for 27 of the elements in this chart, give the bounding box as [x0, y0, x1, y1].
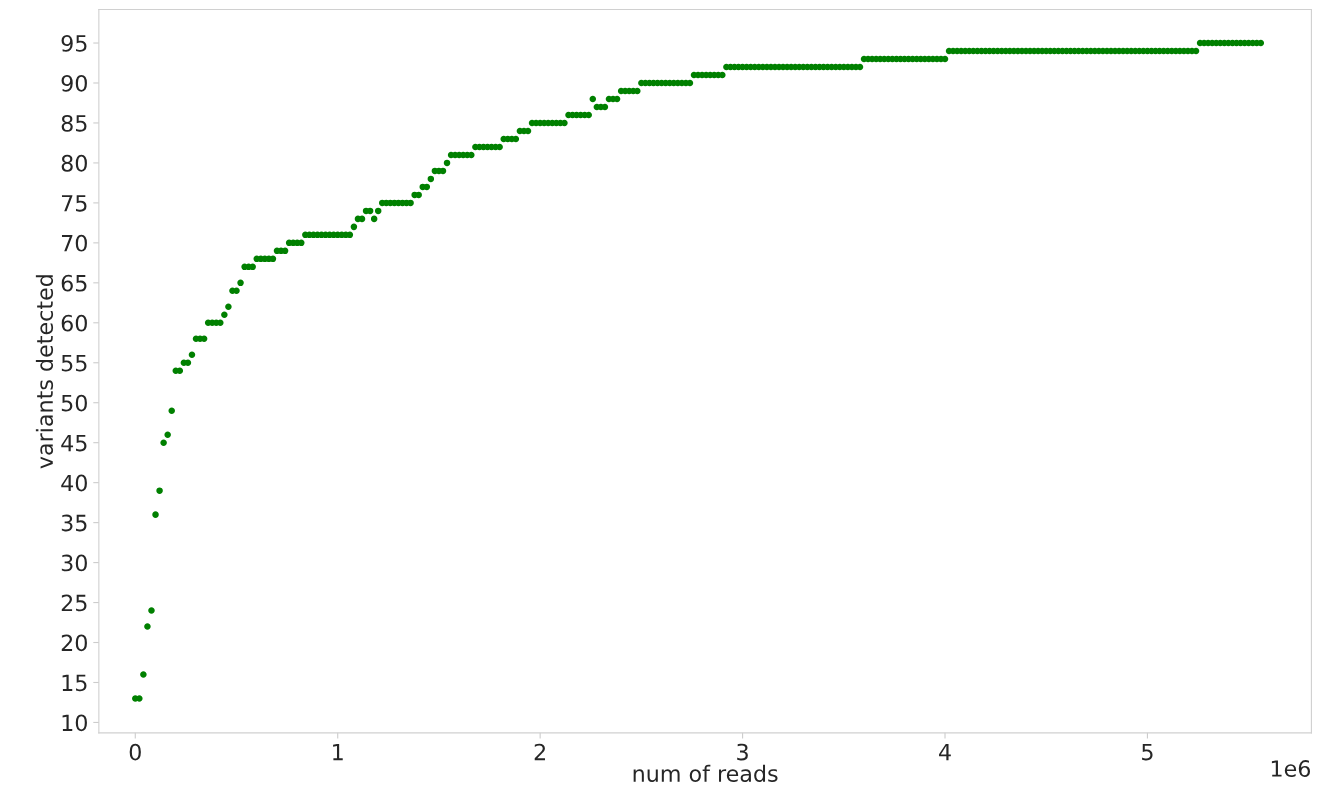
- x-tick-label: 2: [534, 743, 545, 761]
- y-tick-label: 40: [61, 474, 87, 492]
- y-tick-label: 60: [61, 314, 87, 332]
- x-tick-label: 4: [939, 743, 951, 761]
- y-tick-label: 70: [61, 234, 87, 252]
- y-tick-label: 90: [61, 74, 87, 92]
- y-tick-label: 15: [62, 674, 87, 692]
- x-tick-label: 3: [737, 743, 748, 761]
- y-tick-label: 75: [61, 195, 87, 212]
- x-tick-label: 5: [1142, 743, 1153, 761]
- y-tick-label: 35: [61, 514, 87, 532]
- y-tick-label: 30: [61, 554, 87, 572]
- y-tick-label: 80: [61, 154, 87, 172]
- x-tick-label: 1: [333, 743, 343, 761]
- y-tick-label: 65: [61, 274, 87, 292]
- y-tick-label: 85: [61, 114, 87, 132]
- y-tick-label: 45: [61, 434, 87, 452]
- y-tick-label: 55: [61, 355, 87, 372]
- y-tick-label: 25: [61, 594, 87, 612]
- x-axis-title: num of reads: [633, 764, 778, 782]
- y-axis-title: variants detected: [35, 275, 54, 469]
- text: 1e6: [1271, 760, 1311, 777]
- y-tick-label: 50: [61, 394, 87, 412]
- y-tick-label: 95: [61, 34, 87, 52]
- y-tick-label: 20: [61, 634, 87, 652]
- y-tick-label: 10: [62, 714, 87, 732]
- x-tick-label: 0: [129, 743, 141, 761]
